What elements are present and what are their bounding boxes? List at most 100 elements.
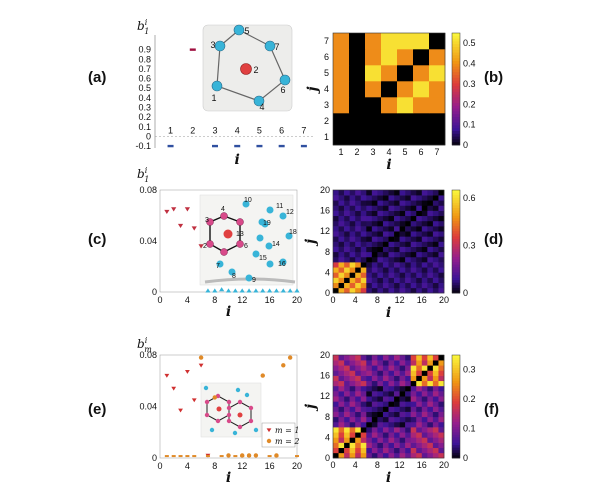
data-point <box>260 288 266 293</box>
heatmap-cell <box>421 251 428 258</box>
heatmap-cell <box>355 442 362 448</box>
x-tick-label: 20 <box>292 295 302 305</box>
heatmap-cell <box>349 236 356 242</box>
heatmap-cell <box>432 251 439 258</box>
node-label: 8 <box>232 273 236 280</box>
heatmap-cell <box>333 262 339 268</box>
heatmap-cell <box>377 287 384 294</box>
heatmap-cell <box>399 190 406 196</box>
heatmap-cell <box>388 210 395 217</box>
x-axis-label: i <box>226 470 231 486</box>
colorbar-segment <box>452 277 460 281</box>
heatmap-cell <box>410 421 417 428</box>
heatmap-cell <box>421 432 428 438</box>
colorbar-segment <box>452 406 460 410</box>
colorbar-segment <box>452 122 460 126</box>
baseline-marker <box>274 455 279 458</box>
heatmap-cell <box>360 200 367 206</box>
heatmap-cell <box>427 220 434 227</box>
heatmap-cell <box>355 370 362 376</box>
panel-f-heatmap: 0 4 8 12 16 20 20 16 12 8 4 0 i j 0.3 0.2 0.1 0 <box>303 350 476 486</box>
heatmap-cell <box>377 385 384 392</box>
heatmap-cell <box>355 391 362 397</box>
heatmap-cell <box>377 411 384 418</box>
heatmap-cell <box>333 226 339 232</box>
heatmap-cell <box>427 287 434 294</box>
heatmap-cell <box>410 272 417 278</box>
heatmap-cell <box>333 277 339 283</box>
plot-frame <box>332 189 445 294</box>
heatmap-cell <box>394 375 400 382</box>
heatmap-cell <box>355 195 362 201</box>
node-label: 14 <box>272 241 280 248</box>
heatmap-cell <box>394 421 400 428</box>
heatmap-cell <box>432 267 439 273</box>
heatmap-cell <box>333 272 339 278</box>
x-tick-label: 2 <box>190 125 195 135</box>
heatmap-cell <box>355 437 362 443</box>
heatmap-cell <box>344 195 350 201</box>
baseline-marker <box>205 455 210 458</box>
heatmap-cell <box>366 375 373 382</box>
heatmap-cell <box>381 65 398 82</box>
node-cyan <box>252 250 260 258</box>
y-tick-label: 0.9 <box>138 45 151 55</box>
heatmap-cell <box>333 427 339 433</box>
heatmap-cell <box>399 210 406 217</box>
colorbar-segment <box>452 274 460 278</box>
heatmap-cell <box>349 195 356 201</box>
heatmap-cell <box>405 432 411 438</box>
colorbar-segment <box>452 287 460 291</box>
heatmap-cell <box>399 432 406 438</box>
heatmap-cell <box>349 437 356 443</box>
heatmap-cell <box>349 251 356 258</box>
heatmap-cell <box>371 226 378 232</box>
colorbar-segment <box>452 100 460 104</box>
heatmap-cell <box>382 210 389 217</box>
colorbar-segment <box>452 452 460 456</box>
heatmap-cell <box>438 262 445 268</box>
node-magenta <box>237 424 243 430</box>
heatmap-cell <box>344 215 350 222</box>
heatmap-cell <box>365 97 382 114</box>
heatmap-cell <box>410 241 417 247</box>
x-tick-label: 12 <box>395 295 405 305</box>
heatmap-cell <box>333 65 350 82</box>
heatmap-cell <box>432 370 439 376</box>
heatmap-cell <box>410 231 417 237</box>
heatmap-cell <box>366 267 373 273</box>
heatmap-cell <box>432 262 439 268</box>
heatmap-cell <box>371 411 378 418</box>
heatmap-cell <box>405 231 411 237</box>
node-cyan <box>233 24 245 36</box>
heatmap-cell <box>371 401 378 407</box>
heatmap-cell <box>394 262 400 268</box>
colorbar-segment <box>452 375 460 379</box>
colorbar-segment <box>452 75 460 79</box>
heatmap-cell <box>377 355 384 361</box>
heatmap-cell <box>432 210 439 217</box>
heatmap-cell <box>360 406 367 412</box>
heatmap-cell <box>355 256 362 263</box>
heatmap-cell <box>338 385 345 392</box>
heatmap-cell <box>399 442 406 448</box>
heatmap-cell <box>366 231 373 237</box>
colorbar-segment <box>452 44 460 48</box>
plot-frame <box>332 354 445 459</box>
heatmap-cell <box>371 267 378 273</box>
baseline-marker <box>192 455 197 458</box>
data-point-m1 <box>191 398 197 403</box>
node-magenta <box>226 405 232 411</box>
heatmap-cell <box>366 236 373 242</box>
data-point-m2 <box>226 453 231 458</box>
baseline-marker <box>267 455 272 458</box>
heatmap-cell <box>349 267 356 273</box>
baseline-marker <box>240 455 245 458</box>
heatmap-cell <box>438 380 445 387</box>
heatmap-cell <box>377 370 384 376</box>
data-point <box>212 288 218 293</box>
heatmap-cell <box>360 256 367 263</box>
colorbar-segment <box>452 218 460 222</box>
heatmap-cell <box>432 226 439 232</box>
colorbar-segment <box>452 264 460 268</box>
